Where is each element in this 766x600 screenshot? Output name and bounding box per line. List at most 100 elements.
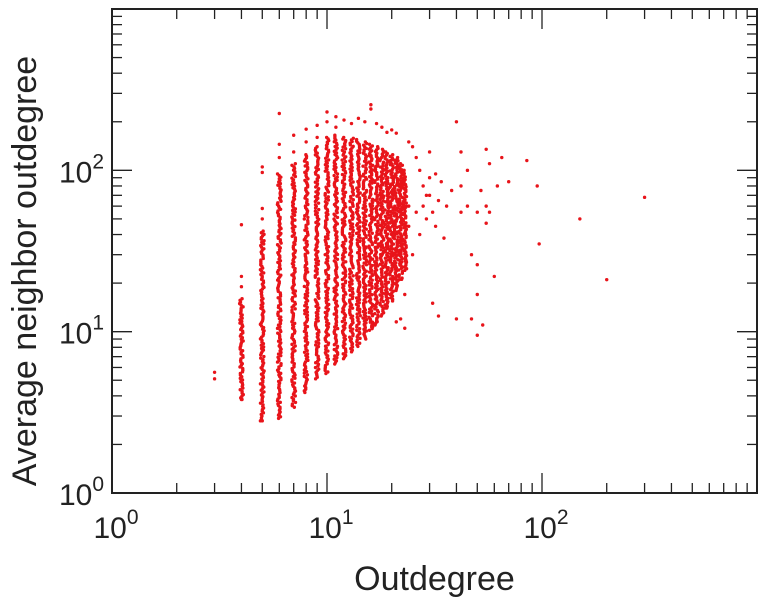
column-point bbox=[355, 328, 359, 332]
column-point bbox=[344, 155, 348, 159]
column-point bbox=[333, 328, 337, 332]
scatter-point bbox=[355, 276, 359, 280]
scatter-point bbox=[393, 207, 397, 211]
scatter-point bbox=[399, 252, 403, 256]
scatter-point bbox=[487, 210, 492, 214]
scatter-point bbox=[370, 320, 375, 324]
scatter-point bbox=[403, 249, 407, 253]
column-point bbox=[368, 179, 372, 184]
scatter-point bbox=[403, 182, 408, 187]
column-point bbox=[390, 153, 395, 157]
column-point bbox=[344, 260, 348, 264]
scatter-point bbox=[507, 180, 511, 184]
column-point bbox=[383, 222, 388, 227]
scatter-point bbox=[368, 237, 373, 242]
column-point bbox=[240, 297, 244, 301]
scatter-point bbox=[277, 142, 281, 146]
column-point bbox=[304, 153, 308, 157]
column-point bbox=[368, 165, 372, 169]
column-point bbox=[343, 353, 348, 358]
column-point bbox=[397, 268, 401, 272]
column-point bbox=[323, 344, 328, 348]
column-point bbox=[313, 365, 318, 370]
column-point bbox=[241, 366, 245, 371]
scatter-point bbox=[376, 264, 380, 268]
column-point bbox=[316, 186, 321, 191]
column-point bbox=[335, 344, 340, 349]
column-point bbox=[323, 191, 327, 196]
column-point bbox=[306, 215, 310, 220]
column-point bbox=[348, 194, 353, 199]
scatter-point bbox=[398, 248, 402, 252]
scatter-point bbox=[402, 213, 407, 217]
column-point bbox=[388, 209, 393, 214]
scatter-point bbox=[403, 224, 407, 228]
column-point bbox=[370, 149, 374, 153]
column-point bbox=[313, 298, 318, 302]
column-point bbox=[343, 147, 348, 151]
scatter-point bbox=[304, 140, 308, 144]
column-point bbox=[343, 190, 348, 195]
column-point bbox=[355, 338, 359, 342]
scatter-point bbox=[454, 317, 459, 321]
scatter-point bbox=[390, 182, 395, 187]
column-point bbox=[333, 193, 337, 197]
scatter-point bbox=[277, 414, 281, 418]
column-point bbox=[332, 259, 337, 263]
column-point bbox=[314, 343, 318, 347]
column-point bbox=[326, 158, 331, 162]
column-point bbox=[317, 306, 321, 310]
column-point bbox=[293, 307, 297, 311]
column-point bbox=[391, 274, 395, 279]
column-point bbox=[362, 179, 366, 183]
column-point bbox=[351, 274, 355, 278]
column-point bbox=[364, 166, 368, 170]
column-point bbox=[367, 328, 372, 332]
column-point bbox=[326, 236, 330, 241]
column-point bbox=[367, 142, 372, 146]
scatter-point bbox=[385, 291, 390, 296]
scatter-point bbox=[439, 180, 443, 184]
column-point bbox=[401, 217, 405, 222]
column-point bbox=[348, 267, 352, 272]
scatter-point bbox=[436, 198, 441, 203]
column-point bbox=[381, 264, 385, 268]
column-point bbox=[397, 273, 401, 277]
column-point bbox=[303, 360, 308, 364]
column-point bbox=[370, 231, 374, 235]
column-point bbox=[350, 201, 355, 205]
column-point bbox=[370, 144, 375, 148]
scatter-point bbox=[394, 131, 398, 135]
column-point bbox=[302, 374, 306, 379]
column-point bbox=[358, 239, 362, 244]
scatter-point bbox=[277, 155, 281, 160]
column-point bbox=[303, 178, 307, 183]
column-point bbox=[393, 210, 397, 215]
column-point bbox=[293, 161, 298, 166]
column-point bbox=[323, 350, 328, 355]
column-point bbox=[306, 165, 310, 170]
column-point bbox=[383, 208, 387, 212]
column-point bbox=[348, 206, 352, 210]
scatter-point bbox=[484, 221, 488, 225]
column-point bbox=[314, 340, 318, 344]
scatter-point bbox=[393, 248, 398, 252]
scatter-point bbox=[410, 252, 415, 257]
scatter-point bbox=[403, 187, 407, 191]
column-point bbox=[262, 232, 266, 237]
scatter-point bbox=[277, 111, 281, 116]
column-point bbox=[358, 225, 362, 229]
column-point bbox=[367, 294, 371, 299]
x-tick-label: 100 bbox=[93, 506, 138, 545]
scatter-point bbox=[364, 246, 368, 250]
column-point bbox=[290, 378, 294, 382]
scatter-point bbox=[389, 158, 393, 163]
scatter-point bbox=[239, 397, 244, 402]
column-point bbox=[341, 240, 345, 245]
column-point bbox=[293, 344, 297, 348]
column-point bbox=[326, 370, 330, 374]
column-point bbox=[363, 175, 368, 180]
scatter-point bbox=[414, 210, 418, 214]
column-point bbox=[363, 140, 368, 144]
